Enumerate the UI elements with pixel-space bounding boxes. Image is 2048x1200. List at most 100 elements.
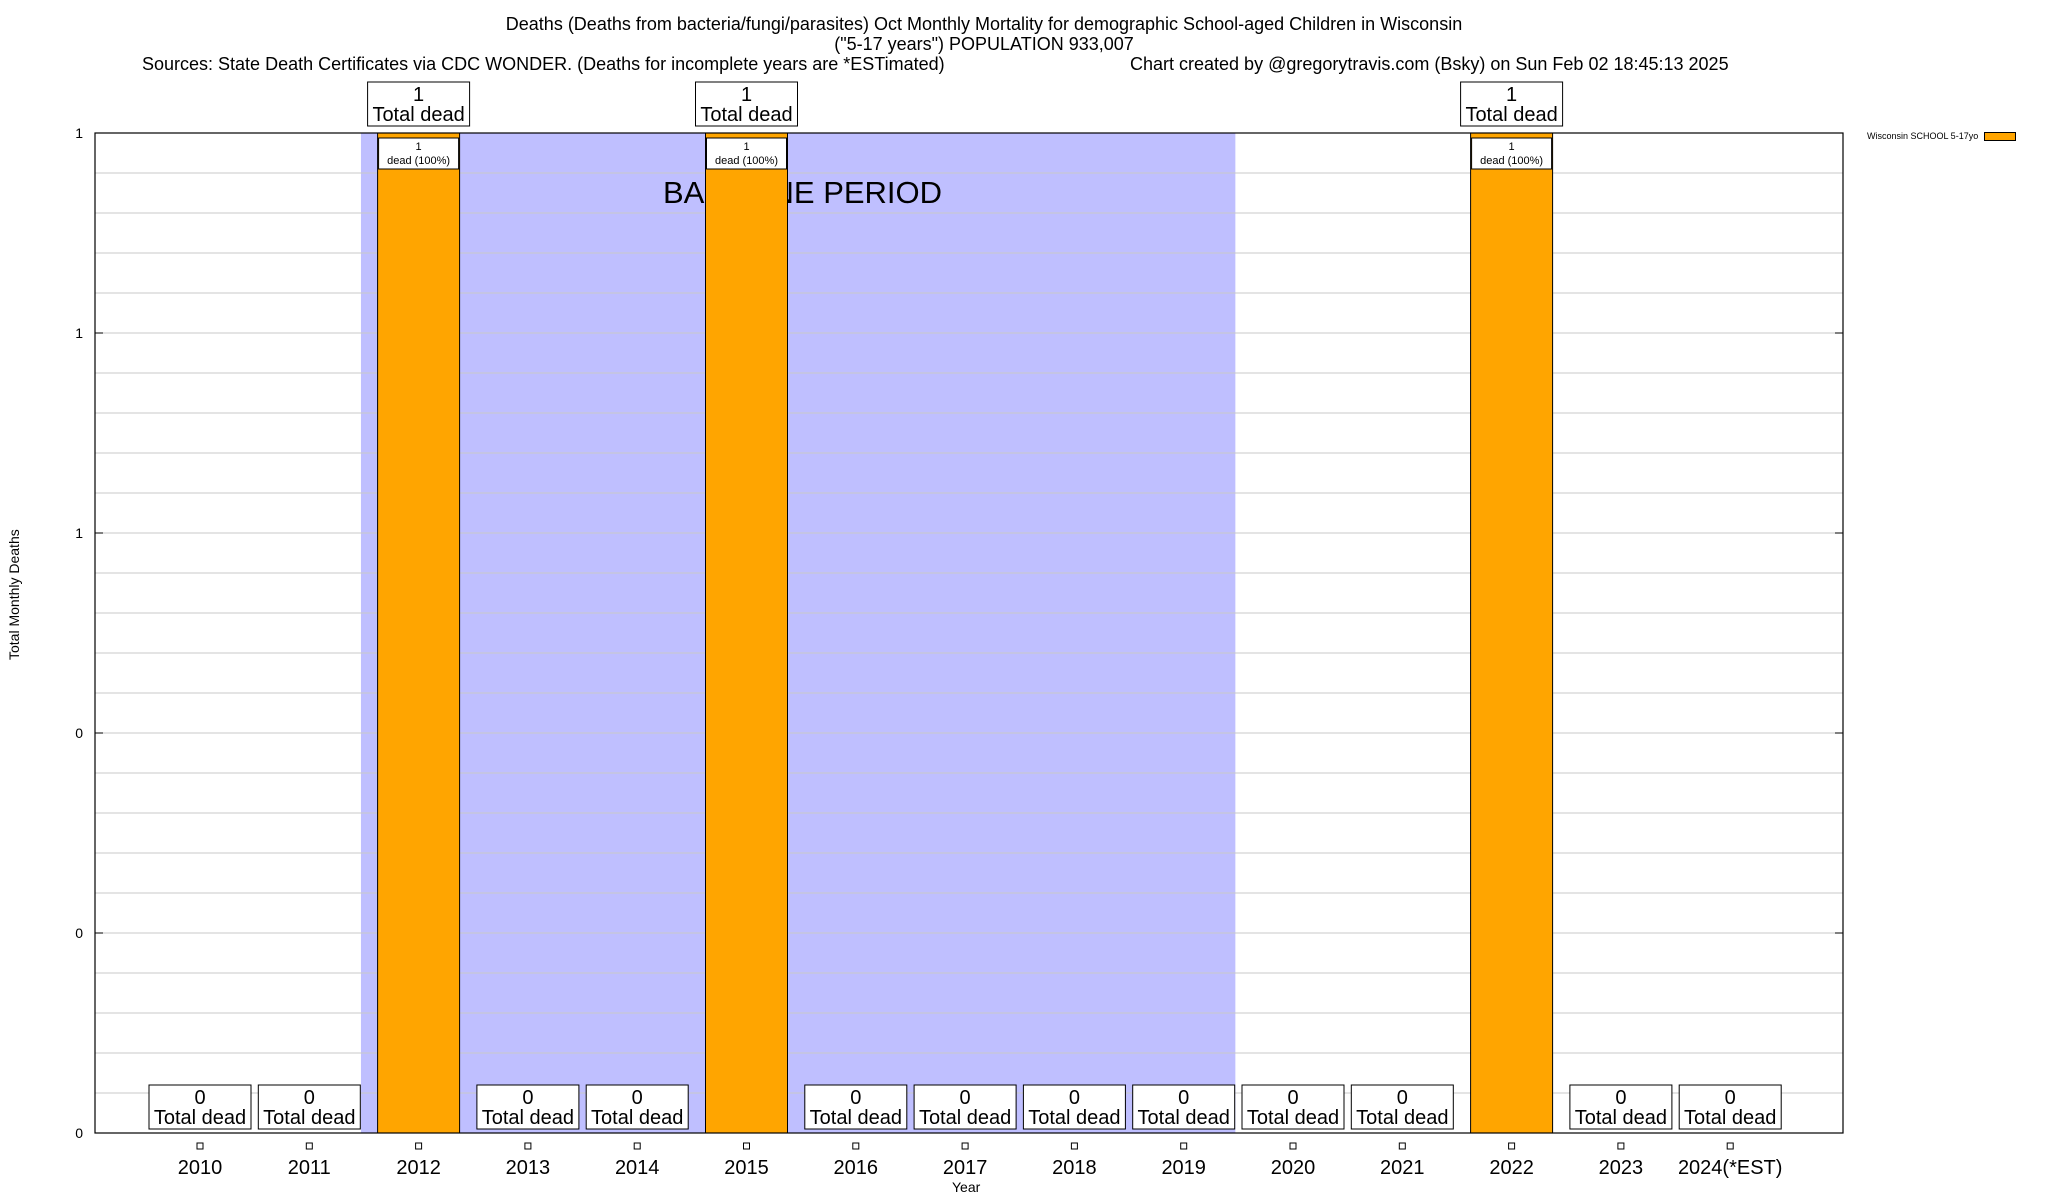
y-axis-label: Total Monthly Deaths (6, 529, 22, 660)
total-label-text: Total dead (1575, 1107, 1667, 1129)
total-label-value: 0 (1725, 1087, 1736, 1109)
total-label-box (804, 1084, 908, 1130)
total-label-text: Total dead (1465, 104, 1557, 126)
x-tick-marker (524, 1142, 532, 1150)
baseline-period-label: BASELINE PERIOD (663, 175, 942, 210)
bar-inner-label-box (706, 137, 787, 170)
x-tick-label: 2019 (1161, 1157, 1206, 1179)
x-tick-marker (1289, 1142, 1297, 1150)
total-label-text: Total dead (810, 1107, 902, 1129)
total-label-value: 0 (194, 1087, 205, 1109)
x-tick-marker (1070, 1142, 1078, 1150)
total-label-box (257, 1084, 361, 1130)
total-label-box (695, 81, 798, 127)
total-label-value: 0 (1069, 1087, 1080, 1109)
total-label-box (585, 1084, 689, 1130)
legend-swatch (1984, 131, 2017, 141)
total-label-text: Total dead (700, 104, 792, 126)
bar-inner-label: dead (100%) (387, 155, 450, 167)
y-tick-label: 1 (75, 125, 83, 141)
x-tick-label: 2012 (396, 1157, 441, 1179)
x-tick-label: 2015 (724, 1157, 769, 1179)
bar-inner-label-box (1471, 137, 1553, 170)
bar (1470, 132, 1554, 1134)
x-tick-label: 2021 (1380, 1157, 1425, 1179)
total-label-text: Total dead (482, 1107, 574, 1129)
x-tick-marker (961, 1142, 969, 1150)
total-label-text: Total dead (591, 1107, 683, 1129)
bar-inner-label-box (378, 137, 460, 170)
total-label-box (476, 1084, 580, 1130)
total-label-box (148, 1084, 252, 1130)
total-label-text: Total dead (154, 1107, 246, 1129)
total-label-value: 0 (1397, 1087, 1408, 1109)
total-label-text: Total dead (1356, 1107, 1448, 1129)
x-tick-label: 2018 (1052, 1157, 1097, 1179)
bar-inner-value: 1 (416, 141, 422, 153)
x-tick-marker (852, 1142, 860, 1150)
total-label-value: 0 (632, 1087, 643, 1109)
x-tick-marker (415, 1142, 423, 1150)
total-label-box (1350, 1084, 1454, 1130)
total-label-text: Total dead (263, 1107, 355, 1129)
total-label-value: 1 (1506, 84, 1517, 106)
bar (377, 132, 461, 1134)
bar-inner-label: dead (100%) (715, 155, 778, 167)
total-label-text: Total dead (919, 1107, 1011, 1129)
x-tick-marker (305, 1142, 313, 1150)
legend-label: Wisconsin SCHOOL 5-17yo (1867, 131, 1979, 141)
x-tick-label: 2022 (1489, 1157, 1534, 1179)
total-label-value: 0 (1178, 1087, 1189, 1109)
x-tick-marker (1180, 1142, 1188, 1150)
baseline-period-band (360, 133, 1236, 1133)
total-label-text: Total dead (372, 104, 464, 126)
total-label-box (1460, 81, 1564, 127)
total-label-box (913, 1084, 1017, 1130)
x-tick-label: 2014 (615, 1157, 660, 1179)
total-label-text: Total dead (1028, 1107, 1120, 1129)
y-tick-label: 1 (75, 525, 83, 541)
x-tick-marker (1508, 1142, 1516, 1150)
bar-inner-label: dead (100%) (1480, 155, 1543, 167)
x-tick-label: 2010 (178, 1157, 223, 1179)
x-tick-label: 2013 (506, 1157, 551, 1179)
total-label-value: 0 (850, 1087, 861, 1109)
total-label-box (1022, 1084, 1126, 1130)
total-label-value: 0 (304, 1087, 315, 1109)
x-tick-label: 2020 (1271, 1157, 1316, 1179)
x-tick-label: 2017 (943, 1157, 988, 1179)
total-label-box (367, 81, 471, 127)
legend: Wisconsin SCHOOL 5-17yo (1867, 131, 2017, 141)
chart-credit: Chart created by @gregorytravis.com (Bsk… (1130, 54, 1729, 74)
x-tick-label: 2016 (834, 1157, 879, 1179)
total-label-text: Total dead (1247, 1107, 1339, 1129)
x-tick-label: 2011 (288, 1157, 331, 1179)
chart-sources: Sources: State Death Certificates via CD… (142, 54, 945, 74)
total-label-value: 1 (741, 84, 752, 106)
bar-inner-value: 1 (743, 141, 749, 153)
total-label-box (1132, 1084, 1236, 1130)
x-axis-label: Year (952, 1179, 981, 1195)
x-tick-marker (1398, 1142, 1406, 1150)
x-tick-marker (743, 1142, 750, 1150)
x-tick-marker (1617, 1142, 1625, 1150)
x-tick-marker (196, 1142, 204, 1150)
total-label-value: 0 (1615, 1087, 1626, 1109)
plot-frame (94, 132, 1844, 1134)
total-label-value: 0 (522, 1087, 533, 1109)
total-label-text: Total dead (1684, 1107, 1776, 1129)
bar (705, 132, 788, 1134)
total-label-value: 0 (1287, 1087, 1298, 1109)
x-tick-label: 2024(*EST) (1678, 1157, 1783, 1179)
total-label-box (1241, 1084, 1345, 1130)
x-tick-label: 2023 (1599, 1157, 1644, 1179)
y-tick-label: 0 (75, 725, 83, 741)
chart-title: Deaths (Deaths from bacteria/fungi/paras… (505, 14, 1463, 34)
y-tick-label: 1 (75, 325, 83, 341)
y-tick-label: 0 (75, 1125, 83, 1141)
bar-inner-value: 1 (1509, 141, 1515, 153)
y-tick-label: 0 (75, 925, 83, 941)
total-label-text: Total dead (1138, 1107, 1230, 1129)
total-label-value: 0 (960, 1087, 971, 1109)
